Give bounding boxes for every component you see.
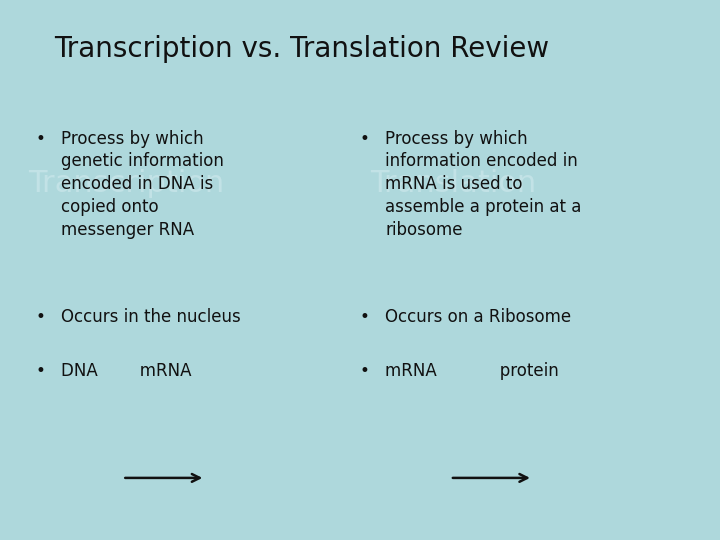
Text: Process by which
genetic information
encoded in DNA is
copied onto
messenger RNA: Process by which genetic information enc… xyxy=(61,130,224,239)
Text: •: • xyxy=(360,130,370,147)
Text: •: • xyxy=(36,308,46,326)
Text: mRNA            protein: mRNA protein xyxy=(385,362,559,380)
Text: •: • xyxy=(360,362,370,380)
Text: •: • xyxy=(36,130,46,147)
Text: Process by which
information encoded in
mRNA is used to
assemble a protein at a
: Process by which information encoded in … xyxy=(385,130,582,239)
Text: DNA        mRNA: DNA mRNA xyxy=(61,362,192,380)
Text: Occurs on a Ribosome: Occurs on a Ribosome xyxy=(385,308,572,326)
Text: Translation: Translation xyxy=(371,169,536,198)
Text: Transcription: Transcription xyxy=(28,169,224,198)
Text: •: • xyxy=(360,308,370,326)
Text: •: • xyxy=(36,362,46,380)
Text: Transcription vs. Translation Review: Transcription vs. Translation Review xyxy=(54,35,549,63)
Text: Occurs in the nucleus: Occurs in the nucleus xyxy=(61,308,241,326)
